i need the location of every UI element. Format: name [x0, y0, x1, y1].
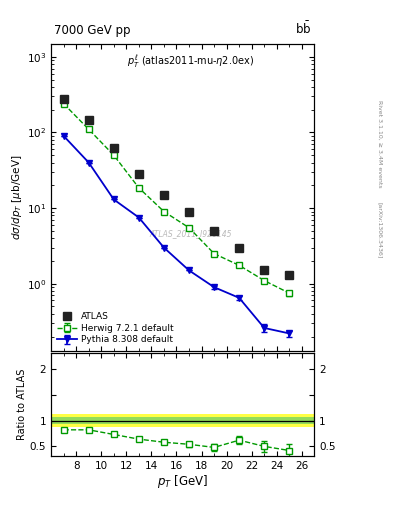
- Text: [arXiv:1306.3436]: [arXiv:1306.3436]: [377, 202, 382, 259]
- Bar: [51, 417, 314, 423]
- Text: Rivet 3.1.10, ≥ 3.4M events: Rivet 3.1.10, ≥ 3.4M events: [377, 99, 382, 187]
- Bar: [51, 414, 314, 426]
- Line: ATLAS: ATLAS: [60, 95, 293, 279]
- Text: $p_T^{\,\ell}$ (atlas2011-mu-$\eta$2.0ex): $p_T^{\,\ell}$ (atlas2011-mu-$\eta$2.0ex…: [127, 53, 254, 70]
- ATLAS: [212, 228, 217, 234]
- Legend: ATLAS, Herwig 7.2.1 default, Pythia 8.308 default: ATLAS, Herwig 7.2.1 default, Pythia 8.30…: [55, 310, 175, 346]
- Text: ATLAS_2011_I926145: ATLAS_2011_I926145: [149, 229, 232, 239]
- ATLAS: [61, 96, 66, 102]
- Y-axis label: $d\sigma/dp_T$ [$\mu$b/GeV]: $d\sigma/dp_T$ [$\mu$b/GeV]: [10, 155, 24, 240]
- Text: 7000 GeV pp: 7000 GeV pp: [54, 25, 130, 37]
- ATLAS: [187, 208, 191, 215]
- Text: b$\bar{\mathrm{b}}$: b$\bar{\mathrm{b}}$: [296, 21, 312, 37]
- ATLAS: [237, 245, 242, 251]
- ATLAS: [136, 171, 141, 177]
- ATLAS: [287, 272, 292, 278]
- ATLAS: [86, 117, 91, 123]
- ATLAS: [162, 191, 166, 198]
- ATLAS: [262, 267, 266, 273]
- X-axis label: $p_T$ [GeV]: $p_T$ [GeV]: [157, 473, 208, 490]
- ATLAS: [112, 144, 116, 151]
- Y-axis label: Ratio to ATLAS: Ratio to ATLAS: [17, 369, 27, 440]
